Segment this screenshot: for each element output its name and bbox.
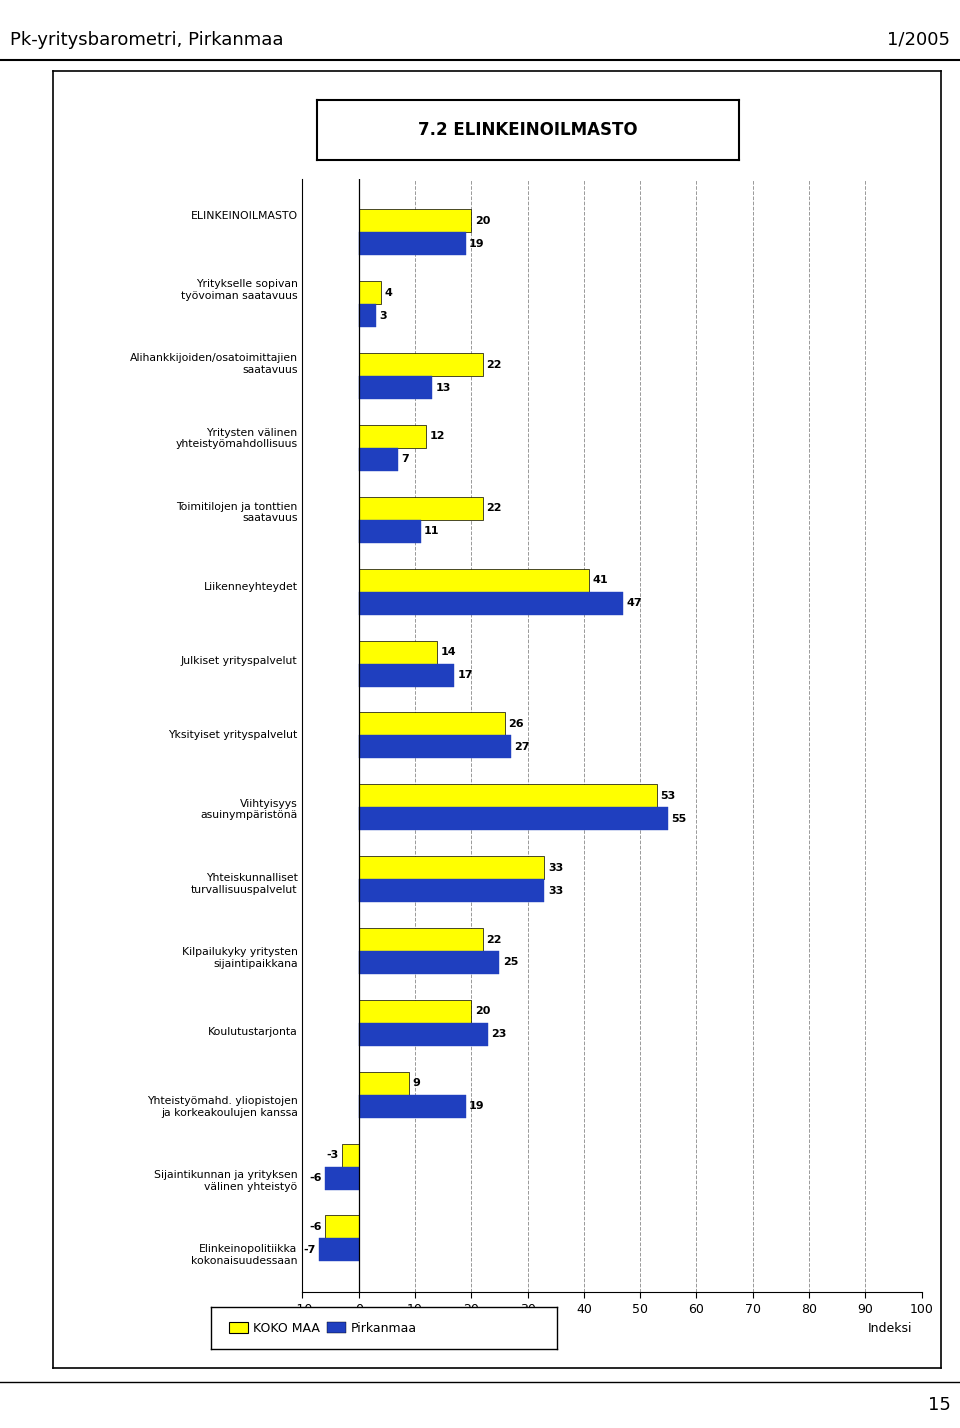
Text: ELINKEINOILMASTO: ELINKEINOILMASTO [190,210,298,221]
Text: Sijaintikunnan ja yrityksen
välinen yhteistyö: Sijaintikunnan ja yrityksen välinen yhte… [154,1170,298,1192]
Text: 33: 33 [548,885,564,895]
Text: -6: -6 [309,1222,322,1232]
Text: 17: 17 [458,670,473,680]
Text: Elinkeinopolitiikka
kokonaisuudessaan: Elinkeinopolitiikka kokonaisuudessaan [191,1244,298,1267]
Bar [359,951,499,974]
Text: 19: 19 [469,238,485,248]
Text: Alihankkijoiden/osatoimittajien
saatavuus: Alihankkijoiden/osatoimittajien saatavuu… [130,353,298,376]
Bar [359,281,381,304]
Text: 20: 20 [474,1007,490,1017]
Bar [359,426,426,448]
Text: 9: 9 [413,1078,420,1088]
Bar [324,1167,359,1190]
Text: 41: 41 [593,575,609,585]
Bar [359,233,466,256]
Text: Julkiset yrityspalvelut: Julkiset yrityspalvelut [181,655,298,667]
Text: Viihtyisyys
asuinympäristönä: Viihtyisyys asuinympäristönä [201,798,298,821]
Text: -7: -7 [303,1245,316,1255]
Bar [342,1144,359,1167]
Text: 33: 33 [548,863,564,873]
Bar [359,1000,471,1022]
Bar [359,520,420,543]
Bar [359,568,589,591]
Text: 3: 3 [379,311,387,321]
Bar [359,448,398,471]
Text: Yritykselle sopivan
työvoiman saatavuus: Yritykselle sopivan työvoiman saatavuus [181,278,298,301]
Bar [359,1022,488,1045]
Bar [320,1238,359,1261]
Bar [359,857,544,880]
Bar [359,784,657,807]
Bar [324,1215,359,1238]
Bar [359,353,483,376]
Text: Yksityiset yrityspalvelut: Yksityiset yrityspalvelut [168,730,298,741]
Bar [359,591,623,614]
Text: 25: 25 [503,958,518,968]
Bar [359,807,668,830]
Text: 7: 7 [401,454,409,464]
Bar [359,641,438,664]
Text: Liikenneyhteydet: Liikenneyhteydet [204,581,298,593]
Text: 7.2 ELINKEINOILMASTO: 7.2 ELINKEINOILMASTO [419,121,637,139]
Bar [359,210,471,233]
Text: 23: 23 [492,1030,507,1040]
Text: Kilpailukyky yritysten
sijaintipaikkana: Kilpailukyky yritysten sijaintipaikkana [181,947,298,970]
Bar [359,497,483,520]
Text: 19: 19 [469,1101,485,1111]
Text: 22: 22 [486,360,501,370]
Text: 53: 53 [660,791,676,801]
Text: 20: 20 [474,216,490,226]
Bar [359,735,511,758]
Text: 55: 55 [672,814,687,824]
Legend: KOKO MAA, Pirkanmaa: KOKO MAA, Pirkanmaa [225,1317,422,1339]
Text: -6: -6 [309,1172,322,1182]
Text: 13: 13 [435,383,450,393]
Text: 12: 12 [430,431,445,441]
Bar [359,664,454,687]
Text: 22: 22 [486,503,501,513]
Bar [359,304,375,327]
Text: 22: 22 [486,934,501,944]
Text: Toimitilojen ja tonttien
saatavuus: Toimitilojen ja tonttien saatavuus [177,501,298,524]
Bar [359,1095,466,1118]
Bar [359,376,432,398]
Bar [359,1072,409,1095]
Text: 47: 47 [627,598,642,608]
Bar [359,880,544,902]
Text: 27: 27 [514,743,530,753]
Text: 26: 26 [509,718,524,728]
Text: Pk-yritysbarometri, Pirkanmaa: Pk-yritysbarometri, Pirkanmaa [10,31,283,49]
Text: -3: -3 [326,1150,339,1160]
Text: Yhteiskunnalliset
turvallisuuspalvelut: Yhteiskunnalliset turvallisuuspalvelut [191,873,298,895]
Bar [359,713,505,735]
Text: 11: 11 [424,527,440,537]
Text: Yhteistyömahd. yliopistojen
ja korkeakoulujen kanssa: Yhteistyömahd. yliopistojen ja korkeakou… [147,1095,298,1118]
Text: Indeksi: Indeksi [868,1321,912,1335]
Bar [359,928,483,951]
Text: 4: 4 [385,288,393,298]
Text: 15: 15 [927,1397,950,1414]
Text: 1/2005: 1/2005 [887,31,950,49]
Text: 14: 14 [441,647,457,657]
Text: Koulutustarjonta: Koulutustarjonta [208,1027,298,1038]
Text: Yritysten välinen
yhteistyömahdollisuus: Yritysten välinen yhteistyömahdollisuus [176,427,298,450]
